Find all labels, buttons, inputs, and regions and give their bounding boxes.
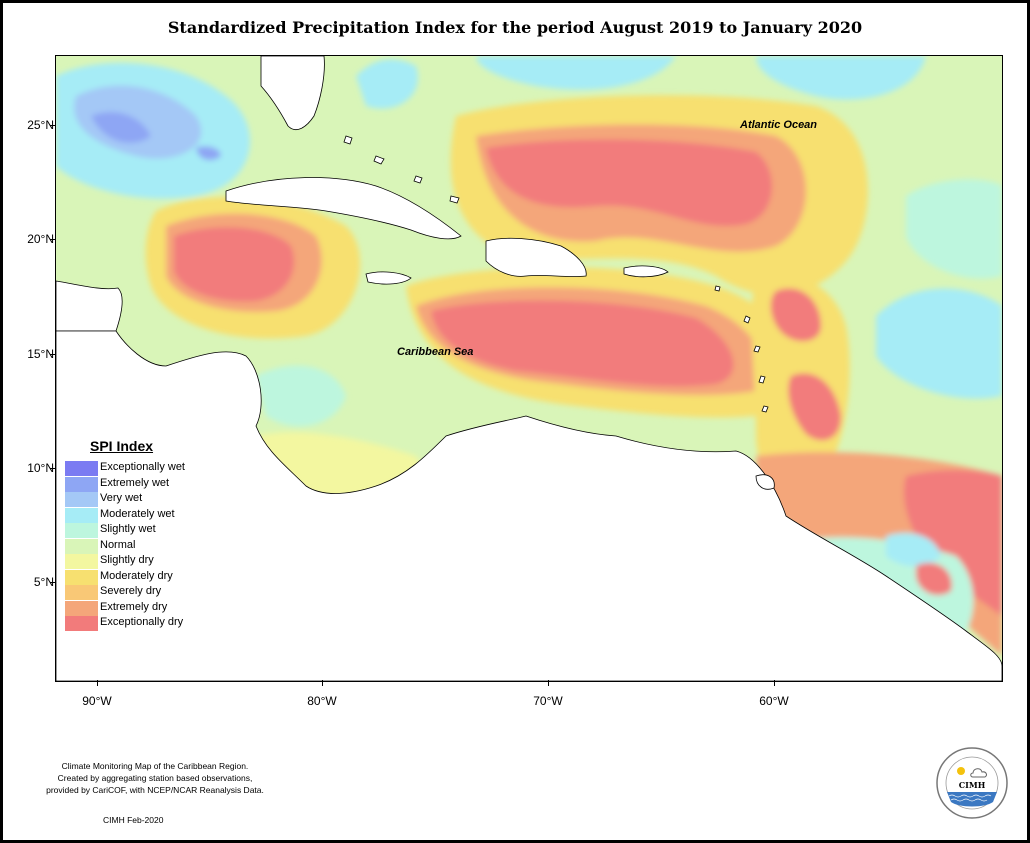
- spi-color-fields: [56, 56, 1002, 660]
- legend-label: Moderately wet: [100, 507, 175, 520]
- legend-title: SPI Index: [90, 438, 154, 454]
- legend-item: Moderately wet: [62, 507, 212, 523]
- land-masses: [56, 56, 1002, 681]
- legend-item: Normal: [62, 538, 212, 554]
- legend-item: Severely dry: [62, 584, 212, 600]
- y-tick-mark: [50, 468, 55, 469]
- map-title: Standardized Precipitation Index for the…: [167, 18, 863, 37]
- y-tick-mark: [50, 582, 55, 583]
- x-tick-90w: 90°W: [82, 694, 112, 708]
- legend-label: Normal: [100, 538, 136, 551]
- legend-item: Slightly wet: [62, 522, 212, 538]
- water-icon: [947, 792, 997, 807]
- spi-legend: SPI Index Exceptionally wet Extremely wet…: [62, 438, 212, 631]
- legend-item: Slightly dry: [62, 553, 212, 569]
- footer-date: CIMH Feb-2020: [103, 815, 164, 825]
- spi-map: [55, 55, 1003, 682]
- legend-item: Extremely dry: [62, 600, 212, 616]
- legend-swatch: [65, 538, 98, 554]
- y-tick-5n: 5°N: [33, 575, 54, 589]
- legend-swatch: [65, 476, 98, 492]
- y-tick-mark: [50, 125, 55, 126]
- legend-item: Moderately dry: [62, 569, 212, 585]
- legend-swatch: [65, 585, 98, 600]
- y-tick-15n: 15°N: [27, 347, 54, 361]
- footer-line-1: Climate Monitoring Map of the Caribbean …: [61, 761, 249, 771]
- legend-item: Exceptionally wet: [62, 460, 212, 476]
- legend-swatch: [65, 554, 98, 569]
- legend-swatch: [65, 569, 98, 585]
- legend-label: Exceptionally wet: [100, 461, 185, 473]
- cloud-icon: [970, 768, 987, 778]
- legend-label: Slightly dry: [100, 554, 154, 566]
- legend-swatch: [65, 461, 98, 476]
- legend-item: Extremely wet: [62, 476, 212, 492]
- y-tick-mark: [50, 354, 55, 355]
- legend-item: Very wet: [62, 491, 212, 507]
- legend-label: Slightly wet: [100, 523, 156, 535]
- x-tick-80w: 80°W: [307, 694, 337, 708]
- legend-swatch: [65, 600, 98, 616]
- spi-surface: [56, 56, 1002, 681]
- x-tick-60w: 60°W: [759, 694, 789, 708]
- y-tick-25n: 25°N: [27, 118, 54, 132]
- legend-swatch: [65, 492, 98, 507]
- sun-icon: [957, 767, 965, 775]
- legend-label: Very wet: [100, 492, 143, 504]
- caribbean-sea-label: Caribbean Sea: [397, 346, 474, 358]
- legend-item: Exceptionally dry: [62, 615, 212, 631]
- legend-swatch: [65, 523, 98, 538]
- x-tick-mark: [97, 680, 98, 686]
- x-tick-mark: [548, 680, 549, 686]
- atlantic-ocean-label: Atlantic Ocean: [740, 119, 818, 131]
- legend-swatch: [65, 507, 98, 523]
- footer-credits: Climate Monitoring Map of the Caribbean …: [30, 760, 280, 796]
- y-tick-10n: 10°N: [27, 461, 54, 475]
- x-tick-mark: [322, 680, 323, 686]
- footer-line-3: provided by CariCOF, with NCEP/NCAR Rean…: [46, 785, 264, 795]
- legend-items: Exceptionally wet Extremely wet Very wet Mo…: [62, 460, 212, 631]
- legend-label: Moderately dry: [100, 569, 173, 582]
- logo-text: CIMH: [959, 780, 986, 790]
- y-tick-mark: [50, 239, 55, 240]
- legend-label: Severely dry: [100, 585, 162, 597]
- legend-label: Extremely wet: [100, 476, 170, 489]
- x-tick-70w: 70°W: [533, 694, 563, 708]
- legend-swatch: [65, 616, 98, 631]
- x-tick-mark: [774, 680, 775, 686]
- legend-label: Extremely dry: [100, 600, 168, 613]
- legend-label: Exceptionally dry: [100, 616, 184, 628]
- cimh-logo: CIMH: [936, 747, 1008, 819]
- footer-line-2: Created by aggregating station based obs…: [57, 773, 253, 783]
- y-tick-20n: 20°N: [27, 232, 54, 246]
